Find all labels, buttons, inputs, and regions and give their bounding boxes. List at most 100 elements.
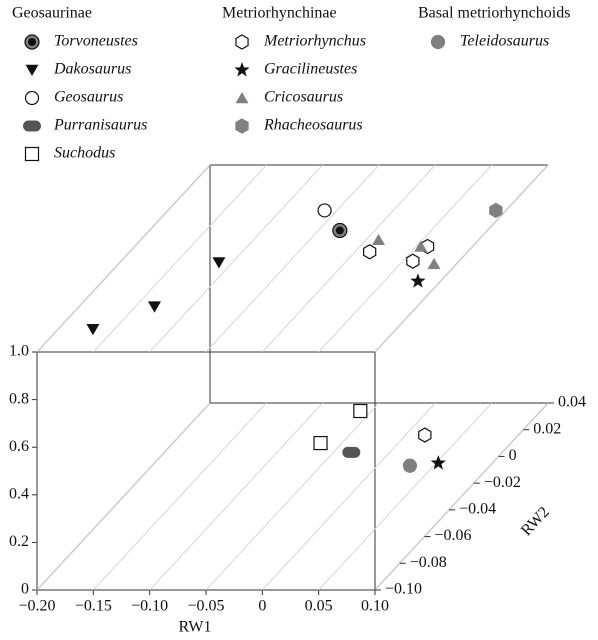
marker-shape <box>406 253 420 269</box>
z-tick-label: 0 <box>21 581 29 598</box>
y-tick-label: 0.02 <box>533 420 561 437</box>
z-tick-label: 0.4 <box>9 485 29 502</box>
legend-group-title: Basal metriorhynchoids <box>418 5 570 22</box>
data-point <box>427 257 441 270</box>
marker-shape <box>489 202 503 219</box>
legend-label: Gracilineustes <box>264 61 357 78</box>
marker-shape <box>410 273 426 288</box>
marker-shape <box>430 34 446 50</box>
y-tick-label: −0.10 <box>385 581 422 598</box>
z-tick-label: 0.6 <box>9 438 29 455</box>
marker-shape <box>212 257 226 269</box>
grid-line <box>374 164 549 353</box>
marker-shape <box>25 64 39 76</box>
y-tick-label: 0.04 <box>558 394 586 411</box>
legend-marker <box>235 118 249 134</box>
legend-marker <box>235 92 249 104</box>
marker-shape <box>418 427 432 443</box>
grid-line <box>149 402 324 591</box>
legend-label: Suchodus <box>54 145 115 162</box>
grid-line <box>261 164 436 353</box>
x-tick-label: −0.20 <box>18 598 55 615</box>
grid-line <box>92 402 267 591</box>
x-tick-label: −0.05 <box>187 598 224 615</box>
data-point <box>86 324 100 336</box>
grid-line <box>318 402 493 591</box>
x-tick-label: 0.10 <box>361 598 389 615</box>
data-point <box>317 203 332 218</box>
marker-shape <box>402 458 418 473</box>
marker-shape <box>362 244 377 260</box>
grid-line <box>92 164 267 353</box>
data-point <box>212 257 226 269</box>
marker-shape <box>430 455 446 470</box>
legend-label: Metriorhynchus <box>263 33 366 50</box>
marker-shape <box>234 62 250 77</box>
marker-shape <box>28 38 36 46</box>
z-tick-label: 1.0 <box>9 343 29 360</box>
legend-marker <box>25 64 39 76</box>
grid-line <box>36 402 211 591</box>
legend-marker <box>24 90 40 106</box>
legend-group-title: Metriorhynchinae <box>222 5 337 22</box>
marker-shape <box>23 120 41 132</box>
legend-marker <box>23 120 41 132</box>
grid-line <box>261 402 436 591</box>
y-tick-label: −0.08 <box>410 554 447 571</box>
z-tick-label: 0.8 <box>9 390 29 407</box>
x-tick-label: −0.10 <box>131 598 168 615</box>
marker-shape <box>342 446 361 458</box>
grid-line <box>205 402 380 591</box>
data-point <box>362 244 377 260</box>
y-tick-label: −0.02 <box>484 474 521 491</box>
grid-line <box>205 164 380 353</box>
data-point <box>430 455 446 470</box>
legend-label: Rhacheosaurus <box>263 117 363 134</box>
data-point <box>489 202 503 219</box>
data-point <box>418 427 432 443</box>
data-point <box>372 233 386 246</box>
y-tick-label: −0.04 <box>459 501 496 518</box>
legend-label: Geosaurus <box>54 89 123 106</box>
legend-label: Teleidosaurus <box>460 33 549 50</box>
legend-marker <box>24 34 40 50</box>
grid-line <box>36 164 211 353</box>
z-tick-label: 0.2 <box>9 533 29 550</box>
legend-label: Dakosaurus <box>53 61 131 78</box>
data-point <box>410 273 426 288</box>
data-point <box>406 253 420 269</box>
legend-marker <box>430 34 446 50</box>
legend-marker <box>234 62 250 77</box>
y-tick-label: −0.06 <box>434 527 471 544</box>
y-axis-label: RW2 <box>518 504 553 540</box>
data-point <box>414 240 428 252</box>
legend-marker <box>235 34 249 50</box>
grid-line <box>318 164 493 353</box>
marker-shape <box>353 403 368 419</box>
data-point <box>402 458 418 473</box>
grid-line <box>149 164 324 353</box>
data-point <box>148 301 161 313</box>
marker-shape <box>24 146 40 162</box>
legend-label: Torvoneustes <box>54 33 138 50</box>
marker-shape <box>372 233 386 246</box>
x-tick-label: 0 <box>258 598 266 615</box>
legend-label: Cricosaurus <box>264 89 343 106</box>
data-point <box>313 435 328 451</box>
marker-shape <box>313 435 328 451</box>
data-point <box>332 222 348 239</box>
marker-shape <box>235 92 249 104</box>
y-tick-label: 0 <box>509 447 517 464</box>
marker-shape <box>148 301 161 313</box>
marker-shape <box>235 34 249 50</box>
x-tick-label: 0.05 <box>305 598 333 615</box>
data-point <box>342 446 361 458</box>
marker-shape <box>427 257 441 270</box>
x-axis-label: RW1 <box>179 619 212 636</box>
grid-line <box>374 402 549 591</box>
legend-label: Purranisaurus <box>53 117 147 134</box>
data-point <box>353 403 368 419</box>
marker-shape <box>335 226 344 235</box>
x-tick-label: −0.15 <box>75 598 112 615</box>
